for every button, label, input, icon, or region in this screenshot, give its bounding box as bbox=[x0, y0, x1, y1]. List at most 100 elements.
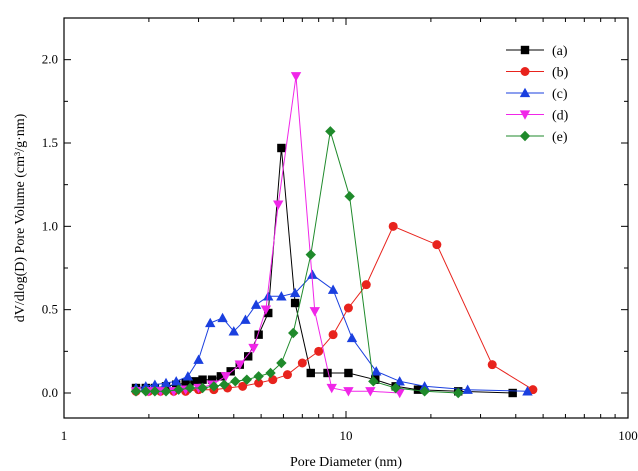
data-point bbox=[390, 382, 401, 394]
data-point bbox=[290, 298, 300, 308]
data-point bbox=[160, 386, 172, 397]
data-point bbox=[419, 381, 430, 391]
data-point bbox=[326, 383, 337, 394]
data-point bbox=[197, 382, 208, 394]
legend-item: (b) bbox=[506, 66, 569, 81]
data-point bbox=[193, 354, 204, 364]
data-point bbox=[453, 387, 464, 399]
data-point bbox=[190, 377, 199, 386]
data-point bbox=[205, 317, 216, 328]
series-line bbox=[136, 131, 459, 394]
data-point bbox=[289, 287, 301, 298]
data-point bbox=[290, 72, 302, 82]
data-point bbox=[276, 357, 287, 369]
data-point bbox=[365, 387, 376, 397]
data-point bbox=[253, 371, 264, 382]
data-point bbox=[171, 376, 182, 386]
series-3 bbox=[130, 269, 533, 396]
legend-label: (a) bbox=[552, 44, 568, 59]
data-point bbox=[264, 308, 273, 318]
data-point bbox=[219, 379, 230, 390]
x-axis-title: Pore Diameter (nm) bbox=[290, 455, 402, 470]
data-point bbox=[254, 378, 264, 388]
data-point bbox=[288, 327, 299, 339]
data-point bbox=[314, 346, 324, 356]
data-point bbox=[149, 386, 161, 397]
legend-item: (e) bbox=[506, 130, 568, 145]
legend-item: (c) bbox=[506, 87, 568, 102]
data-point bbox=[273, 200, 284, 210]
data-point bbox=[282, 370, 292, 380]
legend-swatch-marker bbox=[520, 45, 530, 55]
data-point bbox=[388, 221, 398, 231]
data-point bbox=[130, 386, 142, 397]
data-point bbox=[238, 381, 248, 391]
y-axis-title: dV/dlog(D) Pore Volume (cm³/g·nm) bbox=[13, 113, 28, 322]
data-point bbox=[328, 330, 338, 340]
data-point bbox=[323, 368, 332, 378]
data-point bbox=[487, 360, 497, 370]
legend-label: (c) bbox=[552, 87, 568, 102]
y-tick-label: 0.0 bbox=[42, 385, 58, 400]
data-point bbox=[361, 280, 371, 290]
data-point bbox=[368, 376, 379, 387]
data-point bbox=[217, 312, 228, 323]
data-point bbox=[244, 352, 253, 361]
data-point bbox=[184, 382, 196, 394]
legend: (a) (b) (c) (d) (e) bbox=[506, 44, 569, 145]
plot-frame bbox=[63, 17, 629, 419]
y-tick-label: 1.5 bbox=[42, 135, 58, 150]
data-point bbox=[371, 366, 382, 376]
y-axis-ticks: 0.0 0.5 1.0 1.5 2.0 bbox=[42, 17, 628, 400]
legend-swatch-marker bbox=[520, 67, 530, 76]
series-1 bbox=[131, 143, 517, 398]
data-point bbox=[522, 386, 533, 396]
data-point bbox=[216, 372, 226, 381]
legend-item: (d) bbox=[506, 109, 569, 124]
data-point bbox=[149, 379, 161, 389]
data-point bbox=[394, 376, 405, 386]
data-point bbox=[207, 375, 217, 384]
series-5 bbox=[130, 126, 464, 399]
data-point bbox=[198, 375, 207, 384]
legend-swatch-marker bbox=[519, 87, 531, 98]
x-axis-ticks: 1 10 100 bbox=[61, 18, 638, 443]
y-tick-label: 0.5 bbox=[42, 302, 58, 317]
data-point bbox=[263, 291, 274, 301]
data-point bbox=[234, 360, 245, 370]
data-point bbox=[306, 368, 315, 378]
series-line bbox=[136, 225, 534, 392]
y-tick-label: 2.0 bbox=[42, 52, 58, 67]
data-point bbox=[325, 126, 336, 137]
data-point bbox=[309, 307, 320, 317]
data-point bbox=[241, 374, 253, 385]
legend-swatch-marker bbox=[519, 130, 531, 142]
data-point bbox=[276, 291, 287, 301]
legend-item: (a) bbox=[506, 44, 568, 59]
data-point bbox=[265, 367, 276, 379]
plot-border bbox=[63, 17, 629, 419]
data-point bbox=[230, 376, 241, 387]
series-4 bbox=[130, 72, 405, 399]
data-point bbox=[344, 191, 355, 202]
data-point bbox=[208, 381, 220, 392]
y-tick-label: 1.0 bbox=[42, 218, 58, 233]
x-tick-label: 10 bbox=[340, 428, 353, 443]
data-point bbox=[343, 303, 353, 313]
data-point bbox=[413, 385, 423, 394]
data-point bbox=[344, 368, 353, 378]
data-point bbox=[182, 371, 194, 381]
data-point bbox=[327, 284, 339, 294]
data-point bbox=[248, 343, 259, 354]
data-point bbox=[181, 378, 190, 388]
data-point bbox=[419, 386, 430, 397]
data-point bbox=[346, 332, 358, 343]
data-point bbox=[508, 388, 517, 398]
x-tick-label: 100 bbox=[618, 428, 638, 443]
data-point bbox=[228, 326, 239, 336]
legend-label: (b) bbox=[552, 66, 569, 81]
data-point bbox=[140, 386, 151, 397]
data-point bbox=[462, 384, 473, 394]
data-point bbox=[220, 372, 232, 382]
